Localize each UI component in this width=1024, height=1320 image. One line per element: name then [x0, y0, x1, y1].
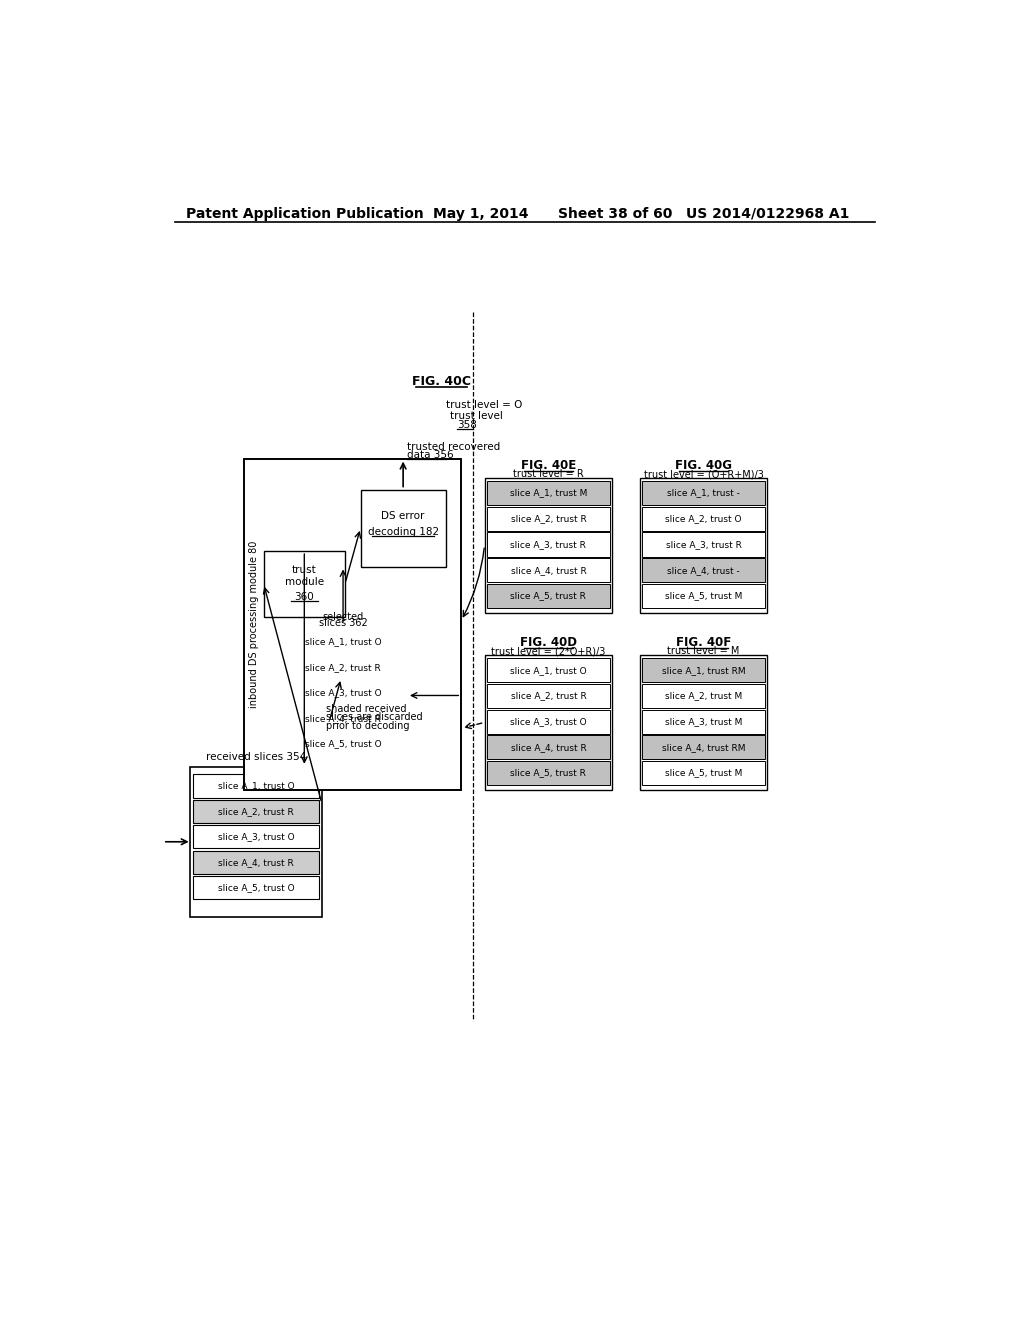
Text: slice A_4, trust -: slice A_4, trust -	[667, 566, 739, 574]
Text: slice A_1, trust -: slice A_1, trust -	[667, 488, 740, 498]
Text: slice A_1, trust O: slice A_1, trust O	[217, 781, 294, 791]
Text: slice A_2, trust M: slice A_2, trust M	[665, 692, 742, 701]
Bar	[283, 733, 403, 755]
Bar	[486, 684, 610, 708]
Text: decoding 182: decoding 182	[368, 527, 438, 537]
Bar	[642, 710, 765, 734]
Bar	[283, 681, 403, 705]
Text: trust: trust	[292, 565, 316, 576]
Bar	[245, 459, 461, 789]
Bar	[642, 558, 765, 582]
Text: US 2014/0122968 A1: US 2014/0122968 A1	[686, 207, 849, 220]
Text: trust level = O: trust level = O	[445, 400, 522, 409]
Bar	[642, 480, 765, 506]
Text: slice A_3, trust O: slice A_3, trust O	[217, 833, 294, 841]
Bar	[280, 624, 407, 767]
Text: slice A_2, trust R: slice A_2, trust R	[511, 515, 587, 523]
Bar	[360, 490, 445, 566]
Text: 358: 358	[458, 420, 477, 430]
Text: slices 362: slices 362	[318, 618, 368, 628]
Bar	[194, 800, 318, 822]
Text: slice A_3, trust R: slice A_3, trust R	[511, 540, 587, 549]
Bar	[263, 552, 345, 616]
Bar	[194, 825, 318, 849]
Text: slice A_2, trust R: slice A_2, trust R	[305, 663, 381, 672]
Text: trust level = (2*O+R)/3: trust level = (2*O+R)/3	[492, 647, 605, 656]
Text: 360: 360	[295, 593, 314, 602]
Text: trusted recovered: trusted recovered	[407, 442, 501, 453]
Text: FIG. 40E: FIG. 40E	[521, 459, 577, 473]
Bar	[486, 532, 610, 557]
Text: trust level: trust level	[450, 412, 503, 421]
Bar	[194, 775, 318, 797]
Text: FIG. 40D: FIG. 40D	[520, 636, 577, 649]
Text: slice A_2, trust O: slice A_2, trust O	[666, 515, 741, 523]
Text: selected: selected	[323, 611, 364, 622]
Text: slice A_5, trust M: slice A_5, trust M	[665, 591, 742, 601]
Text: Patent Application Publication: Patent Application Publication	[186, 207, 424, 220]
Text: slices are discarded: slices are discarded	[326, 713, 422, 722]
Text: DS error: DS error	[381, 511, 425, 521]
Bar	[642, 507, 765, 531]
Bar	[484, 478, 612, 612]
Text: slice A_5, trust R: slice A_5, trust R	[511, 768, 587, 777]
Text: slice A_4, trust R: slice A_4, trust R	[218, 858, 294, 867]
Text: module: module	[285, 577, 324, 587]
Bar	[642, 583, 765, 609]
Bar	[642, 762, 765, 785]
Text: slice A_3, trust O: slice A_3, trust O	[305, 688, 381, 697]
Text: trust level = M: trust level = M	[668, 647, 739, 656]
Bar	[486, 480, 610, 506]
Bar	[486, 583, 610, 609]
Bar	[486, 710, 610, 734]
Bar	[194, 850, 318, 874]
Bar	[194, 876, 318, 899]
Text: slice A_3, trust O: slice A_3, trust O	[510, 717, 587, 726]
Text: FIG. 40G: FIG. 40G	[675, 459, 732, 473]
Text: trust level = (O+R+M)/3: trust level = (O+R+M)/3	[643, 469, 763, 479]
Text: received slices 354: received slices 354	[206, 752, 306, 763]
Text: slice A_1, trust O: slice A_1, trust O	[305, 638, 381, 647]
Bar	[283, 706, 403, 730]
Text: slice A_4, trust R: slice A_4, trust R	[511, 743, 587, 752]
Bar	[486, 659, 610, 682]
Bar	[486, 762, 610, 785]
Bar	[640, 655, 767, 789]
Bar	[283, 631, 403, 653]
Text: May 1, 2014: May 1, 2014	[432, 207, 528, 220]
Text: slice A_4, trust R: slice A_4, trust R	[511, 566, 587, 574]
Text: Sheet 38 of 60: Sheet 38 of 60	[558, 207, 673, 220]
Bar	[484, 655, 612, 789]
Bar	[486, 558, 610, 582]
Text: slice A_3, trust R: slice A_3, trust R	[666, 540, 741, 549]
Bar	[642, 532, 765, 557]
Bar	[486, 735, 610, 759]
Bar	[640, 478, 767, 612]
Text: FIG. 40F: FIG. 40F	[676, 636, 731, 649]
Text: inbound DS processing module 80: inbound DS processing module 80	[249, 541, 259, 708]
Text: slice A_1, trust RM: slice A_1, trust RM	[662, 665, 745, 675]
Text: prior to decoding: prior to decoding	[326, 721, 410, 731]
Text: FIG. 40C: FIG. 40C	[413, 375, 471, 388]
Text: slice A_2, trust R: slice A_2, trust R	[511, 692, 587, 701]
Bar	[283, 656, 403, 678]
Text: trust level = R: trust level = R	[513, 469, 584, 479]
Text: slice A_1, trust O: slice A_1, trust O	[510, 665, 587, 675]
Text: slice A_4, trust RM: slice A_4, trust RM	[662, 743, 745, 752]
Text: slice A_5, trust O: slice A_5, trust O	[217, 883, 294, 892]
Text: slice A_1, trust M: slice A_1, trust M	[510, 488, 587, 498]
Text: slice A_5, trust O: slice A_5, trust O	[305, 739, 381, 748]
Text: shaded received: shaded received	[326, 704, 407, 714]
Bar	[642, 735, 765, 759]
Bar	[486, 507, 610, 531]
Bar	[642, 684, 765, 708]
Text: slice A_2, trust R: slice A_2, trust R	[218, 807, 294, 816]
Text: slice A_5, trust M: slice A_5, trust M	[665, 768, 742, 777]
Bar	[190, 767, 322, 917]
Text: slice A_3, trust M: slice A_3, trust M	[665, 717, 742, 726]
Text: data 356: data 356	[407, 450, 454, 459]
Text: slice A_4, trust R: slice A_4, trust R	[305, 714, 381, 722]
Text: slice A_5, trust R: slice A_5, trust R	[511, 591, 587, 601]
Bar	[642, 659, 765, 682]
